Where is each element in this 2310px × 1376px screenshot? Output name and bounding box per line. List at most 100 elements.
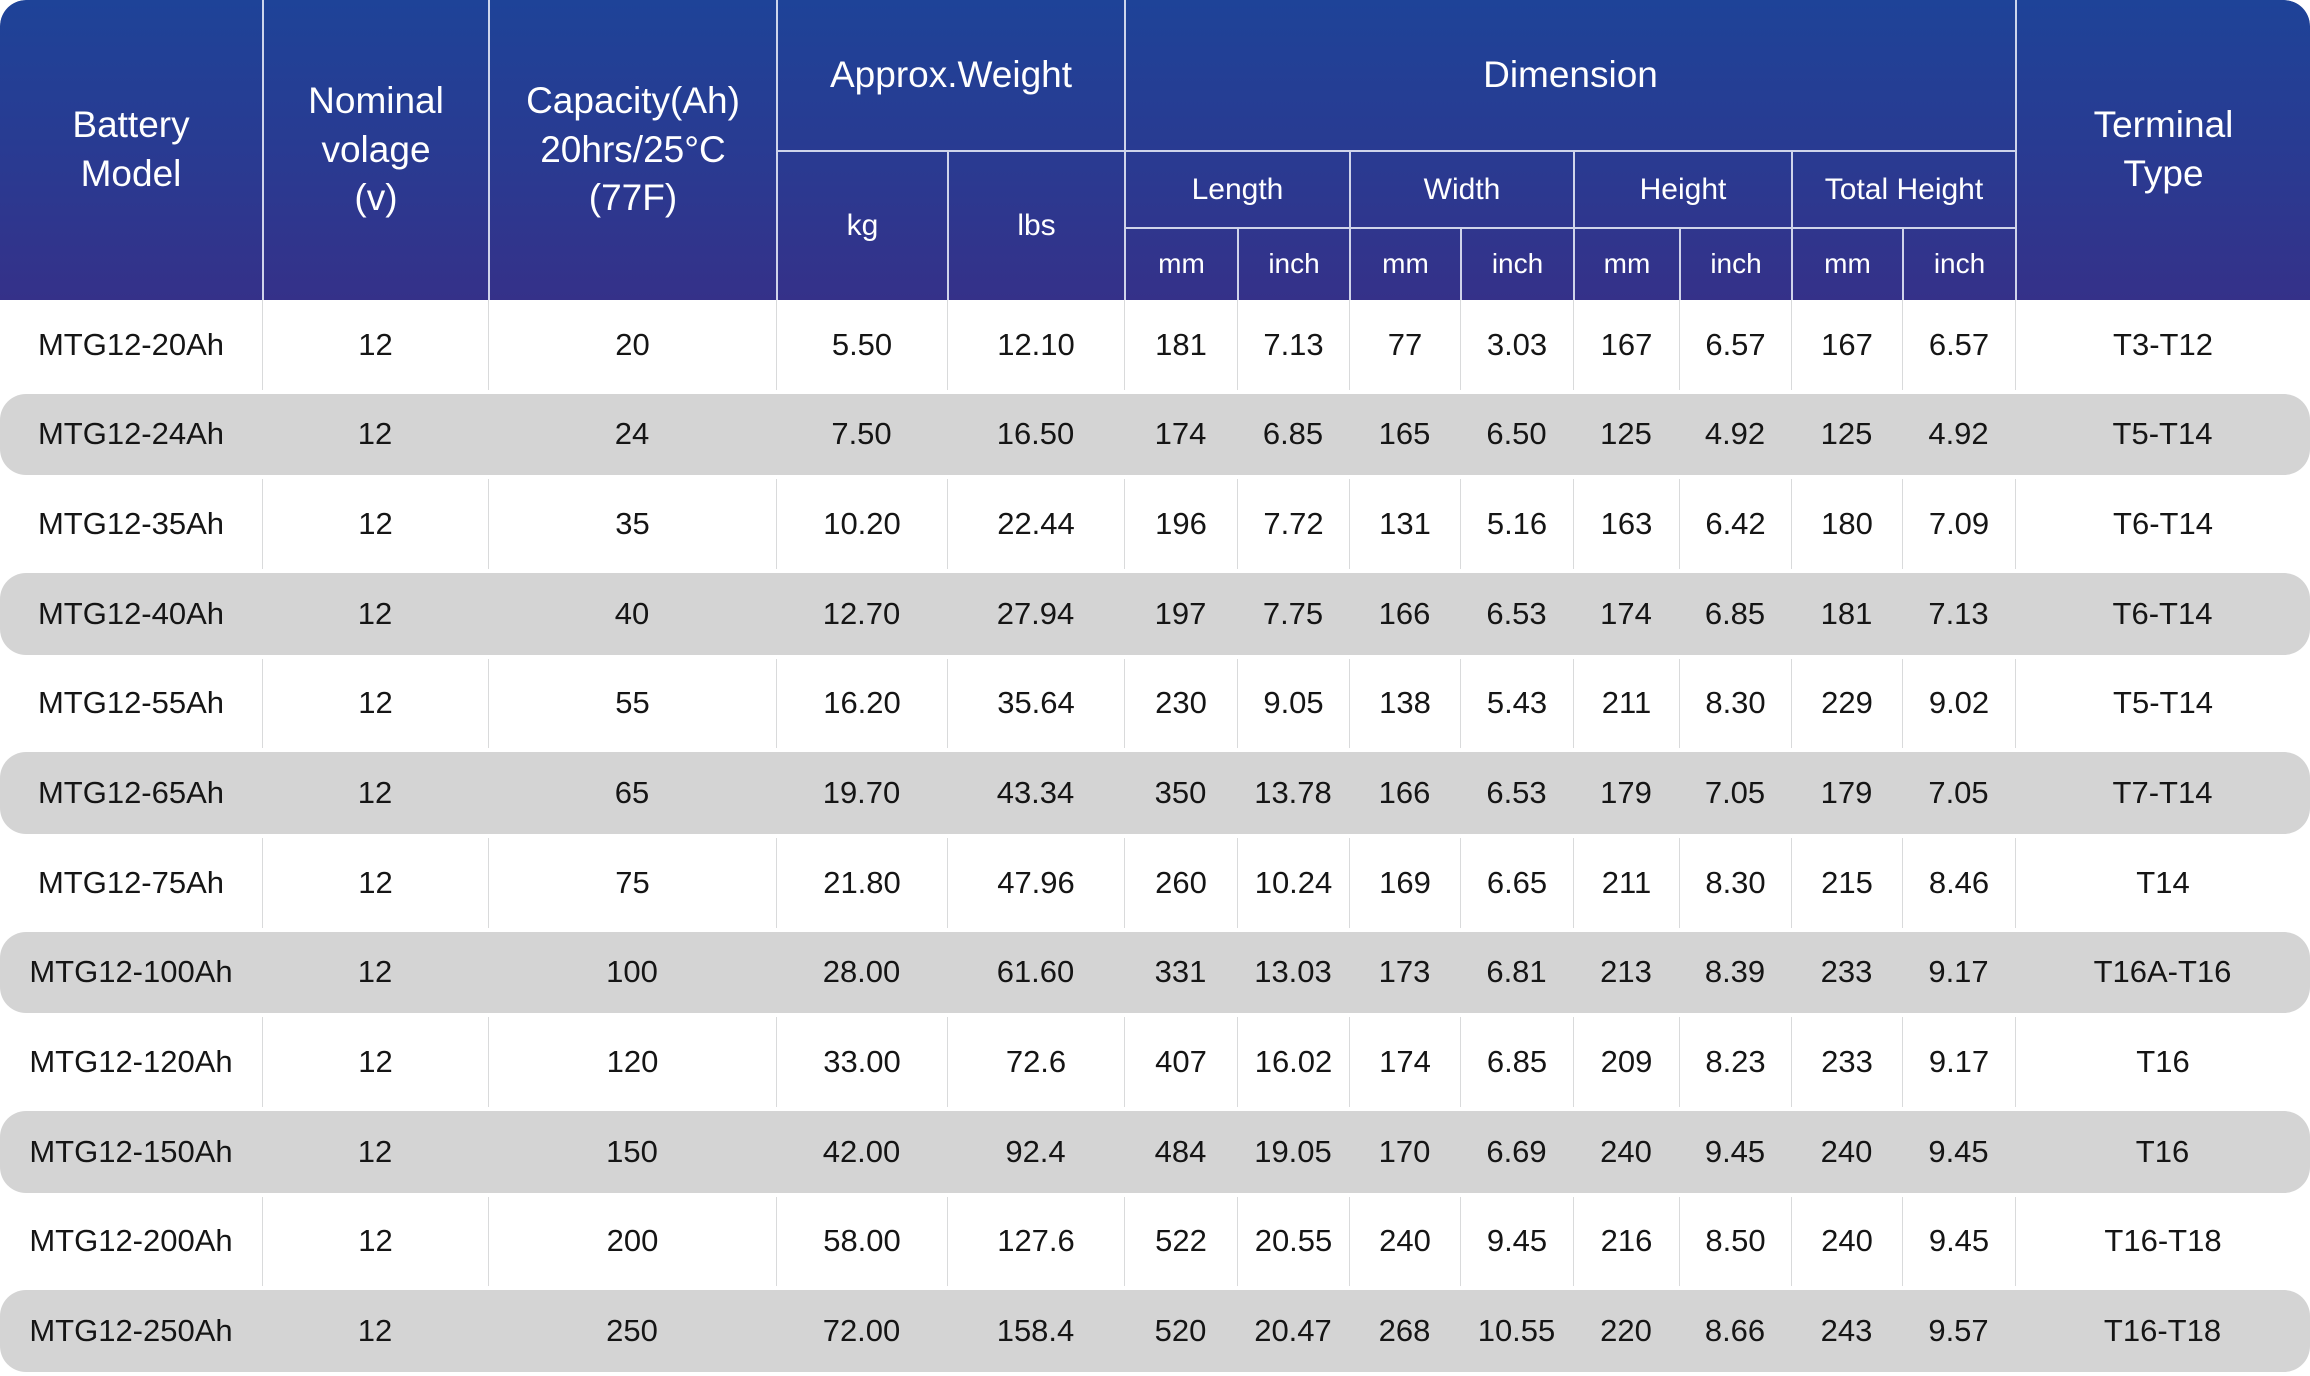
cell-voltage: 12 [262,1196,488,1287]
header-width-mm: mm [1349,229,1460,300]
cell-width-inch: 3.03 [1460,300,1573,390]
header-height-inch: inch [1679,229,1791,300]
cell-voltage: 12 [357,775,393,811]
cell-capacity: 24 [614,416,650,452]
cell-total-height-mm: 167 [1791,300,1902,390]
table-row: MTG12-24Ah 12 24 7.50 16.50 174 6.85 165 6.50 125… [0,390,2310,480]
cell-height-mm: 179 [1600,775,1652,811]
cell-width-inch: 5.16 [1460,479,1573,569]
cell-model: MTG12-120Ah [29,1044,233,1080]
table-row: MTG12-55Ah 12 55 16.20 35.64 230 9.05 138 5.43 21… [0,658,2310,749]
cell-length-inch: 10.24 [1237,837,1349,928]
cell-total-height-inch: 9.45 [1928,1133,1989,1169]
cell-capacity: 100 [606,954,658,990]
cell-width-inch: 6.65 [1460,837,1573,928]
cell-voltage: 12 [357,416,393,452]
cell-total-height-mm: 240 [1820,1133,1873,1169]
cell-width-inch: 6.81 [1486,954,1547,990]
cell-total-height-inch: 7.09 [1902,479,2015,569]
header-length-mm: mm [1124,229,1237,300]
cell-lbs: 35.64 [947,658,1124,749]
cell-voltage: 12 [262,837,488,928]
cell-height-inch: 4.92 [1704,416,1766,452]
cell-length-mm: 522 [1124,1196,1237,1287]
cell-length-inch: 19.05 [1254,1133,1332,1169]
cell-total-height-mm: 180 [1791,479,1902,569]
cell-total-height-inch: 9.17 [1902,1017,2015,1107]
cell-height-inch: 8.66 [1704,1313,1766,1349]
cell-length-mm: 407 [1124,1017,1237,1107]
table-body: MTG12-20Ah 12 20 5.50 12.10 181 7.13 77 3.03 167 6… [0,300,2310,1376]
cell-total-height-mm: 243 [1820,1313,1873,1349]
cell-kg: 10.20 [776,479,947,569]
cell-length-mm: 350 [1154,775,1207,811]
cell-lbs: 92.4 [1005,1133,1066,1169]
cell-width-inch: 10.55 [1477,1313,1556,1349]
header-nominal-voltage: Nominal volage (v) [262,0,488,300]
cell-kg: 58.00 [776,1196,947,1287]
cell-capacity: 150 [606,1133,658,1169]
cell-length-mm: 197 [1154,595,1207,631]
cell-height-inch: 8.23 [1679,1017,1791,1107]
cell-total-height-inch: 8.46 [1902,837,2015,928]
cell-kg: 33.00 [776,1017,947,1107]
cell-total-height-mm: 181 [1820,595,1873,631]
table-row: MTG12-200Ah 12 200 58.00 127.6 522 20.55 240 9.4… [0,1196,2310,1287]
cell-capacity: 65 [614,775,650,811]
header-height: Height [1573,152,1791,229]
cell-terminal: T5-T14 [2015,658,2310,749]
cell-height-inch: 6.57 [1679,300,1791,390]
cell-length-inch: 7.75 [1262,595,1324,631]
cell-capacity: 250 [606,1313,658,1349]
cell-total-height-inch: 9.57 [1928,1313,1989,1349]
cell-width-inch: 5.43 [1460,658,1573,749]
cell-total-height-mm: 215 [1791,837,1902,928]
cell-height-mm: 174 [1600,595,1652,631]
cell-voltage: 12 [357,954,393,990]
cell-kg: 7.50 [831,416,892,452]
cell-capacity: 75 [488,837,776,928]
cell-length-inch: 13.78 [1254,775,1332,811]
header-approx-weight: Approx.Weight [776,0,1124,152]
cell-height-mm: 211 [1573,837,1679,928]
header-lbs: lbs [947,152,1124,300]
cell-kg: 19.70 [822,775,901,811]
cell-kg: 28.00 [822,954,901,990]
header-dimension: Dimension [1124,0,2015,152]
cell-terminal: T16A-T16 [2093,954,2232,990]
cell-length-mm: 230 [1124,658,1237,749]
cell-height-inch: 8.30 [1679,658,1791,749]
cell-width-mm: 170 [1378,1133,1431,1169]
cell-capacity: 35 [488,479,776,569]
header-length-inch: inch [1237,229,1349,300]
cell-model: MTG12-100Ah [29,954,233,990]
cell-total-height-inch: 6.57 [1902,300,2015,390]
cell-length-inch: 9.05 [1237,658,1349,749]
cell-height-mm: 163 [1573,479,1679,569]
cell-voltage: 12 [262,300,488,390]
cell-total-height-inch: 9.02 [1902,658,2015,749]
cell-width-mm: 138 [1349,658,1460,749]
cell-height-mm: 216 [1573,1196,1679,1287]
cell-width-inch: 9.45 [1460,1196,1573,1287]
header-kg: kg [776,152,947,300]
cell-height-inch: 8.50 [1679,1196,1791,1287]
cell-length-inch: 20.47 [1254,1313,1332,1349]
cell-length-mm: 260 [1124,837,1237,928]
cell-width-inch: 6.53 [1486,775,1547,811]
table-row: MTG12-35Ah 12 35 10.20 22.44 196 7.72 131 5.16 16… [0,479,2310,569]
header-terminal-type: Terminal Type [2015,0,2310,300]
cell-model: MTG12-40Ah [37,595,225,631]
cell-terminal: T16-T18 [2015,1196,2310,1287]
header-total-height: Total Height [1791,152,2015,229]
cell-width-mm: 268 [1378,1313,1431,1349]
cell-length-mm: 484 [1154,1133,1207,1169]
table-row: MTG12-20Ah 12 20 5.50 12.10 181 7.13 77 3.03 167 6… [0,300,2310,390]
cell-kg: 42.00 [822,1133,901,1169]
cell-lbs: 72.6 [947,1017,1124,1107]
cell-voltage: 12 [262,479,488,569]
table-row: MTG12-120Ah 12 120 33.00 72.6 407 16.02 174 6.85… [0,1017,2310,1107]
cell-width-mm: 77 [1349,300,1460,390]
cell-terminal: T16 [2135,1133,2190,1169]
cell-capacity: 120 [488,1017,776,1107]
